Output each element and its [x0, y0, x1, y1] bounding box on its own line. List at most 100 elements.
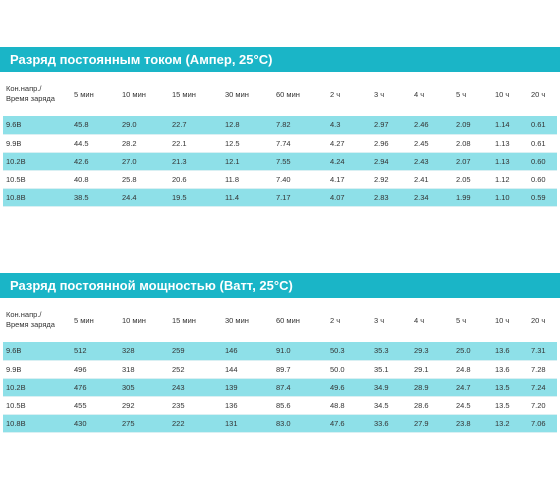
- table-header-row: Кон.напр./Время заряда 5 мин 10 мин 15 мин 3…: [3, 72, 557, 116]
- table-cell: 11.8: [222, 170, 273, 189]
- column-header: 3 ч: [374, 315, 385, 325]
- table-cell: 7.24: [528, 378, 557, 397]
- column-header: 4 ч: [414, 89, 425, 99]
- table-cell: 7.55: [273, 152, 327, 171]
- table-row: 10.2В 42.6 27.0 21.3 12.1 7.55 4.24 2.94 2.43 2.0…: [3, 152, 557, 171]
- current-discharge-title: Разряд постоянным током (Ампер, 25°С): [0, 47, 560, 72]
- table-cell: 2.09: [453, 116, 492, 135]
- row-voltage-label: 9.9В: [3, 134, 71, 153]
- table-row: 9.9В 496 318 252 144 89.7 50.0 35.1 29.1 24.8 13.6…: [3, 360, 557, 379]
- table-cell: 29.3: [411, 342, 453, 361]
- table-cell: 146: [222, 342, 273, 361]
- table-cell: 24.8: [453, 360, 492, 379]
- table-cell: 50.0: [327, 360, 371, 379]
- table-cell: 512: [71, 342, 119, 361]
- column-header: 20 ч: [531, 315, 546, 325]
- row-voltage-label: 9.6В: [3, 342, 71, 361]
- table-cell: 12.1: [222, 152, 273, 171]
- table-cell: 34.9: [371, 378, 411, 397]
- table-cell: 27.9: [411, 414, 453, 433]
- table-cell: 2.41: [411, 170, 453, 189]
- column-header: 10 мин: [122, 89, 146, 99]
- table-cell: 455: [71, 396, 119, 415]
- table-cell: 20.6: [169, 170, 222, 189]
- table-cell: 45.8: [71, 116, 119, 135]
- table-cell: 328: [119, 342, 169, 361]
- table-cell: 12.8: [222, 116, 273, 135]
- table-cell: 22.1: [169, 134, 222, 153]
- table-cell: 7.74: [273, 134, 327, 153]
- row-voltage-label: 10.5В: [3, 396, 71, 415]
- table-cell: 305: [119, 378, 169, 397]
- table-cell: 2.07: [453, 152, 492, 171]
- column-header: 5 ч: [456, 89, 467, 99]
- table-cell: 430: [71, 414, 119, 433]
- table-cell: 259: [169, 342, 222, 361]
- table-cell: 27.0: [119, 152, 169, 171]
- row-voltage-label: 10.8В: [3, 414, 71, 433]
- table-cell: 89.7: [273, 360, 327, 379]
- row-voltage-label: 10.5В: [3, 170, 71, 189]
- header-line-1: Кон.напр./: [6, 310, 42, 319]
- power-discharge-section: Разряд постоянной мощностью (Ватт, 25°С)…: [0, 273, 560, 433]
- table-cell: 252: [169, 360, 222, 379]
- table-cell: 33.6: [371, 414, 411, 433]
- table-cell: 40.8: [71, 170, 119, 189]
- column-header: 15 мин: [172, 89, 196, 99]
- table-cell: 35.1: [371, 360, 411, 379]
- table-row: 10.2В 476 305 243 139 87.4 49.6 34.9 28.9 24.7 13.…: [3, 378, 557, 397]
- table-cell: 13.6: [492, 342, 528, 361]
- column-header: 60 мин: [276, 315, 300, 325]
- table-cell: 496: [71, 360, 119, 379]
- row-voltage-label: 10.8В: [3, 188, 71, 207]
- table-cell: 2.83: [371, 188, 411, 207]
- column-header: 10 ч: [495, 89, 510, 99]
- table-cell: 139: [222, 378, 273, 397]
- row-voltage-label: 10.2В: [3, 378, 71, 397]
- column-header: 15 мин: [172, 315, 196, 325]
- table-cell: 2.45: [411, 134, 453, 153]
- table-cell: 2.34: [411, 188, 453, 207]
- row-voltage-label: 9.9В: [3, 360, 71, 379]
- table-cell: 0.59: [528, 188, 557, 207]
- table-cell: 222: [169, 414, 222, 433]
- table-row: 10.5В 455 292 235 136 85.6 48.8 34.5 28.6 24.5 13.…: [3, 396, 557, 415]
- table-cell: 83.0: [273, 414, 327, 433]
- table-cell: 87.4: [273, 378, 327, 397]
- table-cell: 7.82: [273, 116, 327, 135]
- table-cell: 7.31: [528, 342, 557, 361]
- table-cell: 476: [71, 378, 119, 397]
- table-cell: 49.6: [327, 378, 371, 397]
- column-header: 5 ч: [456, 315, 467, 325]
- table-cell: 11.4: [222, 188, 273, 207]
- row-voltage-label: 10.2В: [3, 152, 71, 171]
- table-cell: 275: [119, 414, 169, 433]
- table-cell: 318: [119, 360, 169, 379]
- table-cell: 24.4: [119, 188, 169, 207]
- column-header: 2 ч: [330, 89, 341, 99]
- table-cell: 12.5: [222, 134, 273, 153]
- table-cell: 19.5: [169, 188, 222, 207]
- table-cell: 28.2: [119, 134, 169, 153]
- table-cell: 2.94: [371, 152, 411, 171]
- table-cell: 25.0: [453, 342, 492, 361]
- column-header: 20 ч: [531, 89, 546, 99]
- table-row: 9.6В 512 328 259 146 91.0 50.3 35.3 29.3 25.0 13.6…: [3, 342, 557, 361]
- current-discharge-table: Кон.напр./Время заряда 5 мин 10 мин 15 мин 3…: [3, 72, 557, 207]
- row-voltage-label: 9.6В: [3, 116, 71, 135]
- header-line-2: Время заряда: [6, 320, 55, 329]
- table-cell: 7.06: [528, 414, 557, 433]
- table-cell: 24.7: [453, 378, 492, 397]
- table-row: 9.9В 44.5 28.2 22.1 12.5 7.74 4.27 2.96 2.45 2.08…: [3, 134, 557, 153]
- table-cell: 2.08: [453, 134, 492, 153]
- column-header: 2 ч: [330, 315, 341, 325]
- table-header-row: Кон.напр./Время заряда 5 мин 10 мин 15 мин 3…: [3, 298, 557, 342]
- table-cell: 4.07: [327, 188, 371, 207]
- table-cell: 2.96: [371, 134, 411, 153]
- table-cell: 0.61: [528, 116, 557, 135]
- table-row: 10.5В 40.8 25.8 20.6 11.8 7.40 4.17 2.92 2.41 2.0…: [3, 170, 557, 189]
- table-cell: 13.2: [492, 414, 528, 433]
- table-cell: 35.3: [371, 342, 411, 361]
- table-cell: 13.5: [492, 378, 528, 397]
- column-header: 5 мин: [74, 315, 94, 325]
